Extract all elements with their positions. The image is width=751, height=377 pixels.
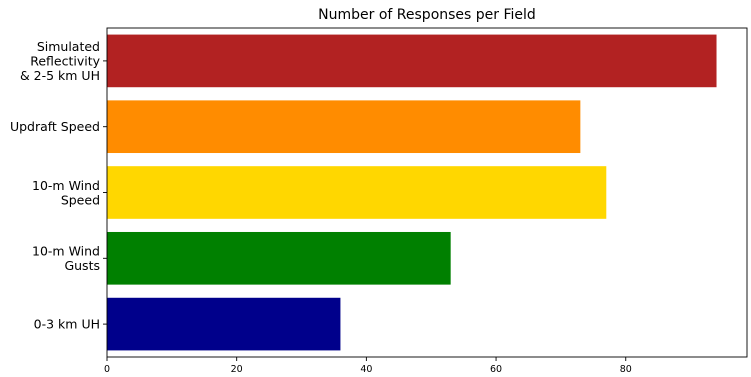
x-tick-label: 20 xyxy=(231,364,243,375)
bar xyxy=(107,34,717,88)
category-label: 0-3 km UH xyxy=(34,317,100,332)
category-label: Simulated Reflectivity & 2-5 km UH xyxy=(20,39,101,83)
y-axis-labels: Simulated Reflectivity & 2-5 km UH Updraft … xyxy=(10,39,107,332)
x-axis-ticks: 0 20 40 60 80 xyxy=(104,357,632,375)
category-label: Updraft Speed xyxy=(10,119,100,134)
bar xyxy=(107,100,581,154)
x-tick-label: 40 xyxy=(360,364,372,375)
category-label: 10-m Wind Gusts xyxy=(32,244,100,273)
x-tick-label: 0 xyxy=(104,364,110,375)
bar xyxy=(107,166,607,219)
chart-title: Number of Responses per Field xyxy=(318,7,536,23)
bars xyxy=(107,34,717,351)
bar xyxy=(107,297,341,351)
x-tick-label: 80 xyxy=(620,364,632,375)
bar xyxy=(107,231,451,285)
plot-frame xyxy=(106,27,748,358)
category-label: 10-m Wind Speed xyxy=(32,178,100,208)
x-tick-label: 60 xyxy=(490,364,502,375)
